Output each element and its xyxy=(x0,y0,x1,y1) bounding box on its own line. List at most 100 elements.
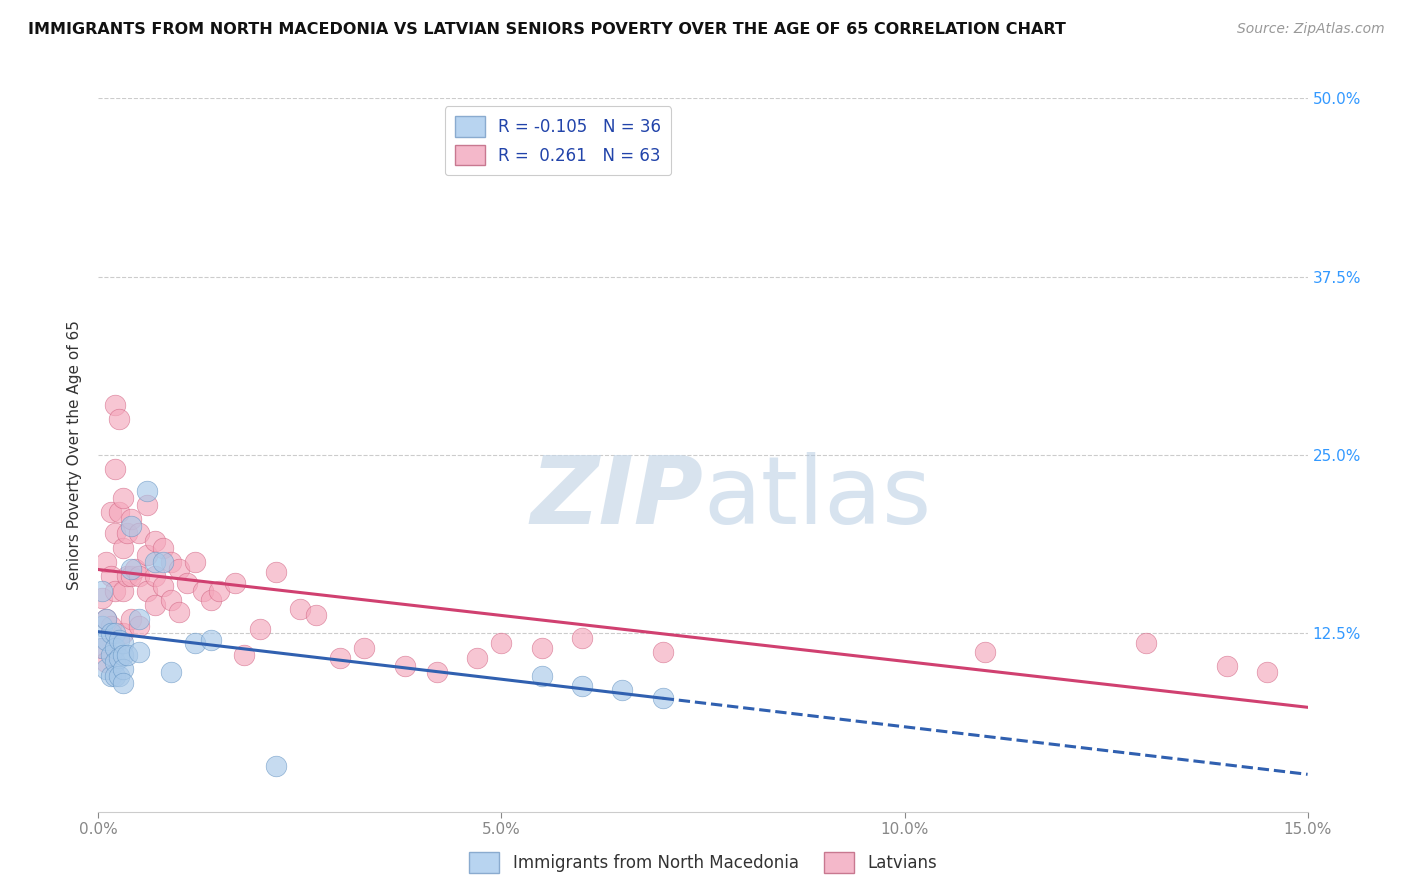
Point xyxy=(128,619,150,633)
Point xyxy=(111,662,134,676)
Point xyxy=(107,669,129,683)
Text: Source: ZipAtlas.com: Source: ZipAtlas.com xyxy=(1237,22,1385,37)
Point xyxy=(100,619,122,633)
Point xyxy=(530,640,553,655)
Point xyxy=(96,555,118,569)
Point xyxy=(1135,636,1157,650)
Point xyxy=(1216,659,1239,673)
Point xyxy=(249,622,271,636)
Point xyxy=(128,645,150,659)
Point xyxy=(135,548,157,562)
Legend: R = -0.105   N = 36, R =  0.261   N = 63: R = -0.105 N = 36, R = 0.261 N = 63 xyxy=(444,106,671,176)
Point xyxy=(128,569,150,583)
Point xyxy=(135,498,157,512)
Point xyxy=(111,626,134,640)
Point xyxy=(491,636,513,650)
Point xyxy=(160,593,183,607)
Point xyxy=(96,662,118,676)
Point xyxy=(115,648,138,662)
Point xyxy=(571,631,593,645)
Point xyxy=(91,583,114,598)
Point xyxy=(100,569,122,583)
Point xyxy=(167,605,190,619)
Point xyxy=(120,562,142,576)
Point xyxy=(143,533,166,548)
Point xyxy=(103,526,125,541)
Point xyxy=(107,650,129,665)
Point xyxy=(135,483,157,498)
Point xyxy=(103,626,125,640)
Point xyxy=(120,569,142,583)
Point xyxy=(107,505,129,519)
Point xyxy=(651,645,673,659)
Point xyxy=(1256,665,1278,679)
Point xyxy=(160,665,183,679)
Text: IMMIGRANTS FROM NORTH MACEDONIA VS LATVIAN SENIORS POVERTY OVER THE AGE OF 65 CO: IMMIGRANTS FROM NORTH MACEDONIA VS LATVI… xyxy=(28,22,1066,37)
Point xyxy=(103,462,125,476)
Point xyxy=(193,583,215,598)
Point xyxy=(91,640,114,655)
Point xyxy=(176,576,198,591)
Point xyxy=(232,648,254,662)
Point xyxy=(264,565,287,579)
Point xyxy=(107,633,129,648)
Point xyxy=(224,576,246,591)
Point xyxy=(329,650,352,665)
Point xyxy=(100,648,122,662)
Point xyxy=(111,676,134,690)
Point xyxy=(100,626,122,640)
Point xyxy=(103,640,125,655)
Point xyxy=(974,645,997,659)
Point xyxy=(91,619,114,633)
Point xyxy=(612,683,634,698)
Point xyxy=(530,669,553,683)
Point xyxy=(96,612,118,626)
Point xyxy=(143,598,166,612)
Point xyxy=(200,633,222,648)
Y-axis label: Seniors Poverty Over the Age of 65: Seniors Poverty Over the Age of 65 xyxy=(67,320,83,590)
Point xyxy=(107,412,129,426)
Point xyxy=(305,607,328,622)
Point xyxy=(184,555,207,569)
Point xyxy=(167,562,190,576)
Point xyxy=(120,512,142,526)
Point xyxy=(426,665,449,679)
Point xyxy=(143,569,166,583)
Point xyxy=(184,636,207,650)
Point xyxy=(120,519,142,533)
Point xyxy=(143,555,166,569)
Text: ZIP: ZIP xyxy=(530,451,703,544)
Point xyxy=(394,659,416,673)
Point xyxy=(288,602,311,616)
Point xyxy=(465,650,488,665)
Point xyxy=(100,505,122,519)
Point xyxy=(96,633,118,648)
Point xyxy=(96,612,118,626)
Point xyxy=(115,526,138,541)
Point xyxy=(571,679,593,693)
Point xyxy=(160,555,183,569)
Point xyxy=(111,648,134,662)
Point xyxy=(128,612,150,626)
Point xyxy=(103,583,125,598)
Point xyxy=(208,583,231,598)
Point xyxy=(651,690,673,705)
Point xyxy=(91,591,114,605)
Point xyxy=(91,640,114,655)
Point xyxy=(200,593,222,607)
Point xyxy=(111,636,134,650)
Point xyxy=(111,541,134,555)
Point xyxy=(103,398,125,412)
Point xyxy=(120,612,142,626)
Point xyxy=(96,655,118,669)
Point xyxy=(115,569,138,583)
Point xyxy=(264,759,287,773)
Point xyxy=(103,669,125,683)
Point xyxy=(353,640,375,655)
Point xyxy=(152,579,174,593)
Point xyxy=(100,669,122,683)
Point xyxy=(152,541,174,555)
Legend: Immigrants from North Macedonia, Latvians: Immigrants from North Macedonia, Latvian… xyxy=(463,846,943,880)
Text: atlas: atlas xyxy=(703,451,931,544)
Point xyxy=(103,655,125,669)
